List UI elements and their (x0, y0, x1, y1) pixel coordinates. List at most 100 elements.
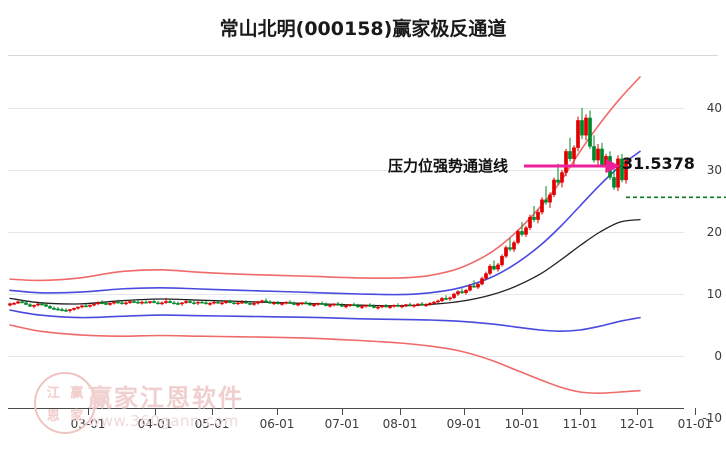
candle-body (288, 301, 292, 304)
candle-body (552, 179, 556, 195)
candle-body (32, 304, 36, 307)
seal-char: 江 (46, 385, 60, 401)
candle-body (200, 301, 204, 304)
candle-body (180, 302, 184, 305)
channel-line-upper_resistance_red (9, 76, 641, 282)
candle-body (480, 278, 484, 285)
candle-body (536, 211, 540, 220)
watermark-url: www.360gann.com (88, 412, 239, 430)
y-tick-label-40: 40 (706, 101, 722, 115)
annotation-arrow-head (606, 159, 620, 173)
candle-body (40, 303, 44, 306)
candle-body (492, 265, 496, 270)
candle-body (144, 301, 148, 304)
candle-body (396, 304, 400, 307)
candle-body (344, 305, 348, 308)
candle-body (260, 300, 264, 303)
candle-body (600, 148, 604, 166)
candle-body (140, 301, 144, 304)
candle-body (300, 302, 304, 305)
candle-body (128, 301, 132, 303)
candle-body (268, 301, 272, 304)
candle-body (424, 304, 428, 306)
candle-body (232, 302, 236, 305)
candle-body (596, 148, 600, 161)
candle-body (412, 304, 416, 307)
candle-body (120, 302, 124, 305)
candle-body (328, 304, 332, 307)
candle-body (440, 298, 444, 302)
candle-body (488, 265, 492, 274)
y-tick-label--10: -10 (702, 411, 722, 425)
gridline-0 (8, 356, 684, 357)
candle-body (16, 301, 20, 304)
candle-body (112, 301, 116, 304)
candle-body (516, 231, 520, 243)
x-tick-11-01 (580, 408, 581, 415)
x-tick-label-08-01: 08-01 (382, 417, 418, 431)
candle-body (348, 304, 352, 306)
candle-body (76, 306, 80, 309)
candle-body (556, 179, 560, 183)
candle-body (352, 304, 356, 306)
candle-body (360, 306, 364, 308)
candle-body (172, 302, 176, 305)
channel-line-midline_black (9, 218, 641, 307)
candle-body (192, 302, 196, 305)
candle-body (624, 160, 628, 181)
candle-body (592, 146, 596, 161)
candle-body (304, 302, 308, 305)
candle-body (72, 308, 76, 310)
gridline-30 (8, 170, 684, 171)
candle-body (496, 264, 500, 270)
candle-body (248, 303, 252, 305)
candle-body (560, 172, 564, 183)
candle-body (108, 303, 112, 305)
candle-body (392, 304, 396, 307)
y-tick-label-20: 20 (706, 225, 722, 239)
candle-body (376, 306, 380, 309)
candle-body (612, 177, 616, 188)
x-tick-label-09-01: 09-01 (446, 417, 482, 431)
gridline-40 (8, 108, 684, 109)
candle-body (564, 151, 568, 173)
candle-body (292, 303, 296, 305)
candle-body (584, 117, 588, 136)
candle-body (452, 293, 456, 298)
candle-body (60, 309, 64, 311)
candle-body (464, 290, 468, 293)
y-tick-label-0: 0 (714, 349, 722, 363)
plot-top-border (8, 55, 718, 56)
candle-body (272, 302, 276, 305)
last-price-label: 31.5378 (622, 154, 695, 173)
candle-body (320, 303, 324, 305)
candle-body (336, 303, 340, 306)
seal-char: 恩 (46, 409, 60, 425)
candle-body (256, 301, 260, 304)
watermark-seal: 江赢恩家 (34, 372, 96, 434)
candle-body (524, 227, 528, 235)
candle-body (364, 304, 368, 307)
candle-body (104, 303, 108, 305)
candle-body (312, 304, 316, 306)
candle-body (44, 304, 48, 307)
candle-body (88, 304, 92, 307)
candle-body (616, 158, 620, 188)
channel-bands-group (9, 76, 641, 395)
candle-body (208, 303, 212, 305)
x-tick-01-01 (695, 408, 696, 415)
candle-body (220, 302, 224, 305)
page-title: 常山北明(000158)赢家极反通道 (219, 18, 507, 40)
candle-body (476, 283, 480, 288)
seal-char: 赢 (70, 385, 84, 401)
candle-body (160, 302, 164, 305)
candle-body (252, 303, 256, 305)
candle-body (380, 305, 384, 308)
candle-body (176, 303, 180, 305)
candle-body (80, 305, 84, 308)
chart-plot-area (0, 55, 726, 409)
candle-body (280, 303, 284, 305)
x-tick-label-07-01: 07-01 (324, 417, 360, 431)
channel-line-upper_band_blue (9, 150, 641, 296)
gridline-10 (8, 294, 684, 295)
